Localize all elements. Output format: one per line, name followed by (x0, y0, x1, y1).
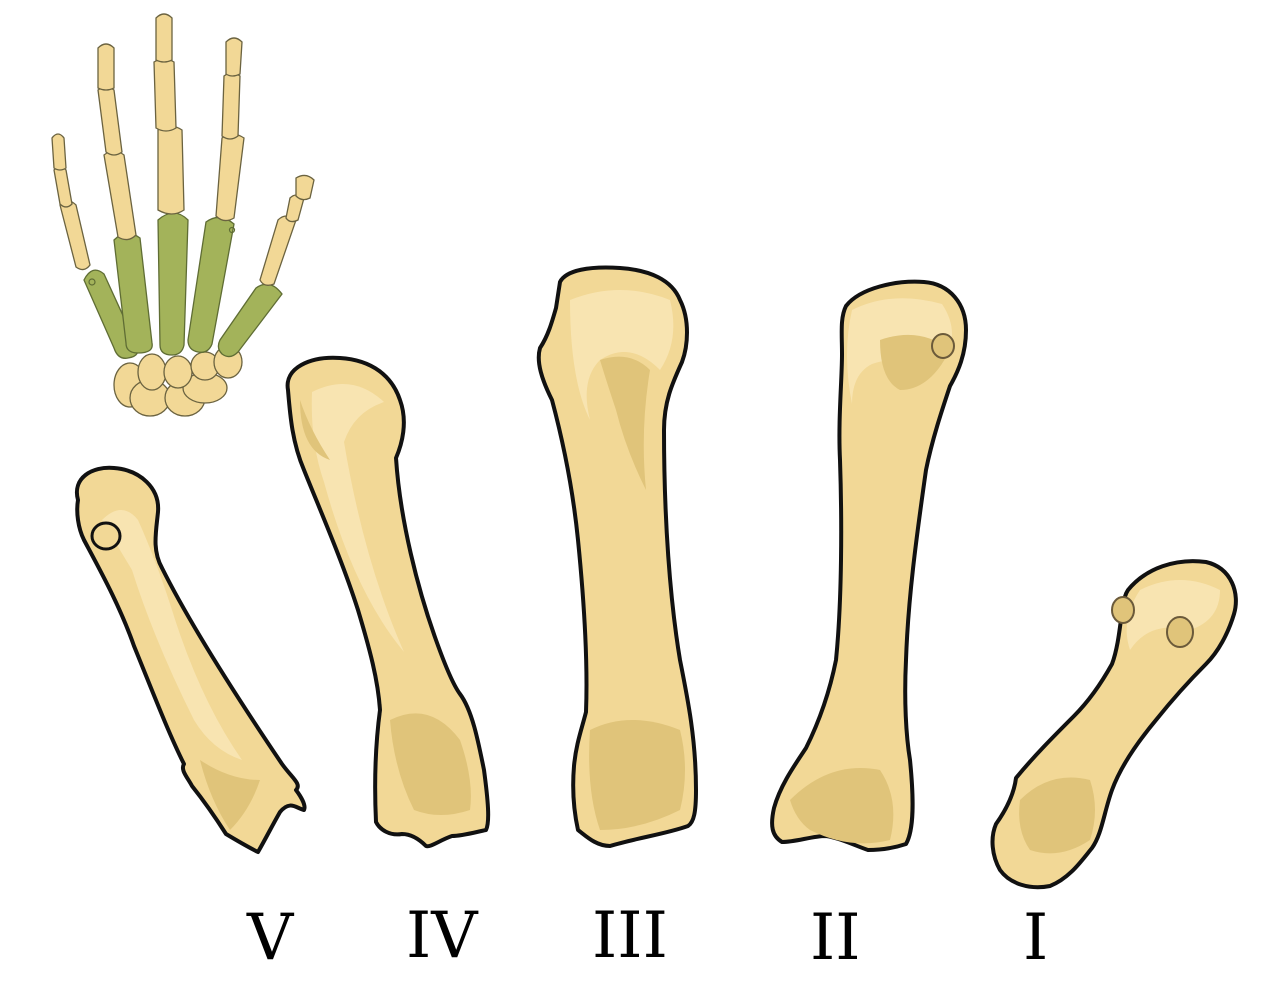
label-ii: II (810, 901, 861, 975)
label-iii: III (592, 899, 668, 973)
thumbnail-metacarpals (83, 212, 283, 359)
label-i: I (1023, 901, 1049, 975)
metacarpal-iii (536, 265, 698, 848)
metacarpal-v (74, 465, 307, 854)
thumbnail-proximal-phalanges (59, 125, 297, 286)
hand-skeleton-icon (51, 13, 315, 417)
thumbnail-distal-phalanges (51, 13, 315, 201)
label-v: V (247, 901, 294, 975)
label-iv: IV (406, 899, 478, 973)
metacarpal-i (990, 559, 1238, 890)
metacarpal-iv (285, 355, 491, 849)
metacarpal-ii (770, 279, 968, 852)
